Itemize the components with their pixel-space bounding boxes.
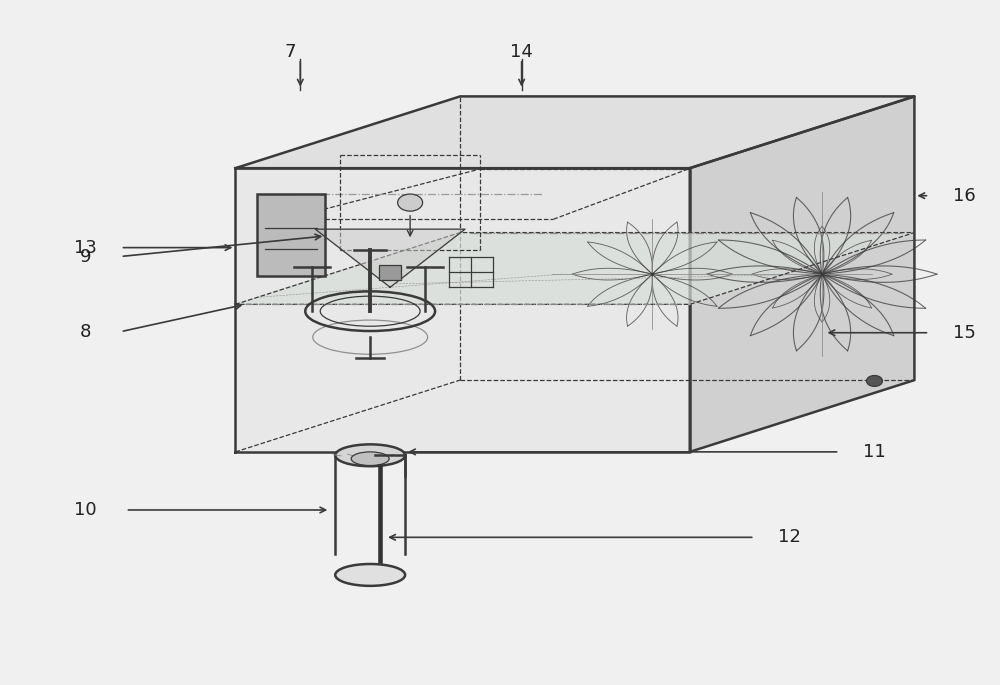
Text: 12: 12 <box>778 528 801 547</box>
Text: 7: 7 <box>285 43 296 61</box>
Polygon shape <box>315 229 465 287</box>
Ellipse shape <box>335 445 405 466</box>
Text: 15: 15 <box>953 324 976 342</box>
Text: 13: 13 <box>74 238 97 257</box>
Text: 14: 14 <box>510 43 533 61</box>
Polygon shape <box>235 169 690 452</box>
Polygon shape <box>235 233 914 304</box>
Ellipse shape <box>335 564 405 586</box>
Bar <box>379 265 401 280</box>
Bar <box>257 194 325 276</box>
Ellipse shape <box>866 375 882 386</box>
Text: 9: 9 <box>80 247 91 266</box>
Ellipse shape <box>351 452 389 466</box>
Polygon shape <box>235 97 914 169</box>
Text: 16: 16 <box>953 187 976 205</box>
Text: 10: 10 <box>74 501 97 519</box>
Polygon shape <box>690 97 914 452</box>
Ellipse shape <box>398 194 423 211</box>
Text: 11: 11 <box>863 443 886 461</box>
Text: 8: 8 <box>80 323 91 340</box>
